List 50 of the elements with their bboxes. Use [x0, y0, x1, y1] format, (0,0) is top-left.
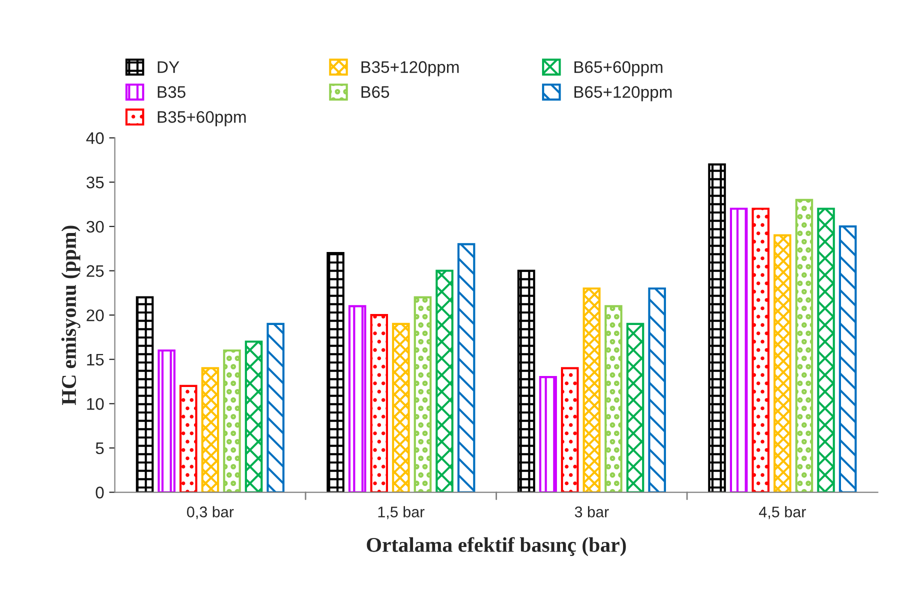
legend-label: B35+60ppm	[158, 111, 246, 126]
y-tick-label: 20	[86, 309, 104, 322]
legend-label: B65+60ppm	[574, 61, 662, 76]
bar	[370, 314, 388, 492]
y-tick-label: 25	[86, 265, 104, 277]
y-tick-label: 30	[86, 220, 104, 233]
bar	[457, 243, 476, 492]
bar	[201, 367, 220, 492]
legend-label: DY	[158, 61, 180, 73]
x-tick-label: 1,5 bar	[378, 506, 424, 520]
bar	[179, 384, 198, 492]
y-tick-label: 5	[96, 442, 104, 454]
legend-label: B65+120ppm	[574, 86, 672, 102]
bar	[326, 252, 344, 492]
bar	[266, 322, 284, 492]
x-axis-title: Ortalama efektif basınç (bar)	[366, 537, 626, 556]
bar	[244, 340, 263, 492]
bar	[795, 198, 814, 492]
bar	[223, 349, 241, 492]
bar	[817, 208, 835, 492]
bar	[838, 225, 857, 492]
bar	[582, 287, 601, 492]
bar	[648, 287, 666, 492]
bar	[604, 305, 622, 492]
bar	[348, 305, 366, 492]
bar	[626, 322, 644, 492]
bar	[774, 234, 792, 492]
bar	[158, 349, 176, 492]
bar	[517, 270, 536, 492]
x-tick-label: 3 bar	[574, 506, 609, 518]
bar	[136, 296, 154, 492]
x-tick-label: 4,5 bar	[758, 506, 806, 520]
y-tick-label: 15	[87, 354, 104, 366]
bar	[414, 296, 432, 492]
bar	[436, 270, 454, 492]
legend-label: B35+120ppm	[362, 61, 459, 76]
y-axis-title: HC emisyonu (ppm)	[61, 226, 80, 405]
y-tick-label: 35	[86, 176, 104, 188]
y-tick-label: 0	[96, 486, 104, 498]
x-tick-label: 0,3 bar	[186, 506, 234, 520]
bar	[752, 208, 770, 492]
bar	[392, 322, 410, 492]
y-tick-label: 40	[86, 132, 104, 144]
bar	[560, 367, 579, 492]
y-tick-label: 10	[87, 398, 104, 410]
bar	[539, 376, 557, 492]
legend-label: B65	[362, 86, 390, 98]
legend-label: B35	[158, 86, 186, 98]
bar	[730, 208, 748, 492]
bar	[708, 163, 726, 492]
